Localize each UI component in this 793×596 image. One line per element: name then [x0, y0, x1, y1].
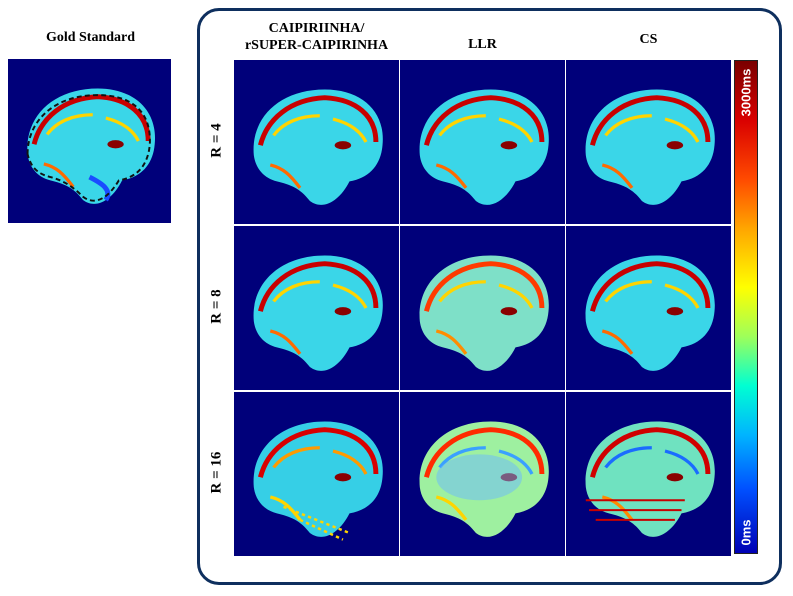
column-header-llr: LLR [468, 37, 497, 52]
row-label-text: R = 16 [208, 451, 225, 493]
column-header-line2: rSUPER-CAIPIRINHA [244, 38, 389, 53]
colorbar-min-label: 0ms [738, 518, 754, 546]
brain-map-panel [566, 392, 731, 556]
results-frame [197, 8, 782, 585]
gold-standard-title: Gold Standard [45, 30, 136, 45]
brain-map-panel [234, 226, 399, 390]
row-label-r8: R = 8 [205, 246, 229, 366]
brain-map-panel [400, 60, 565, 224]
brain-map-panel [566, 226, 731, 390]
colorbar [734, 60, 758, 554]
brain-map-panel [400, 392, 565, 556]
row-label-text: R = 8 [208, 288, 225, 324]
row-label-r16: R = 16 [205, 412, 229, 532]
brain-map-panel [566, 60, 731, 224]
colorbar-max-label: 3000ms [738, 68, 754, 116]
brain-map-panel [234, 60, 399, 224]
row-label-text: R = 4 [208, 122, 225, 158]
row-label-r4: R = 4 [205, 80, 229, 200]
brain-map-panel [400, 226, 565, 390]
column-header-caipirinha: CAIPIRIINHA/ rSUPER-CAIPIRINHA [234, 20, 399, 54]
column-header-cs: CS [639, 32, 658, 47]
brain-map-panel [234, 392, 399, 556]
column-header-line1: CAIPIRIINHA/ [268, 21, 365, 36]
gold-standard-image [8, 59, 171, 223]
